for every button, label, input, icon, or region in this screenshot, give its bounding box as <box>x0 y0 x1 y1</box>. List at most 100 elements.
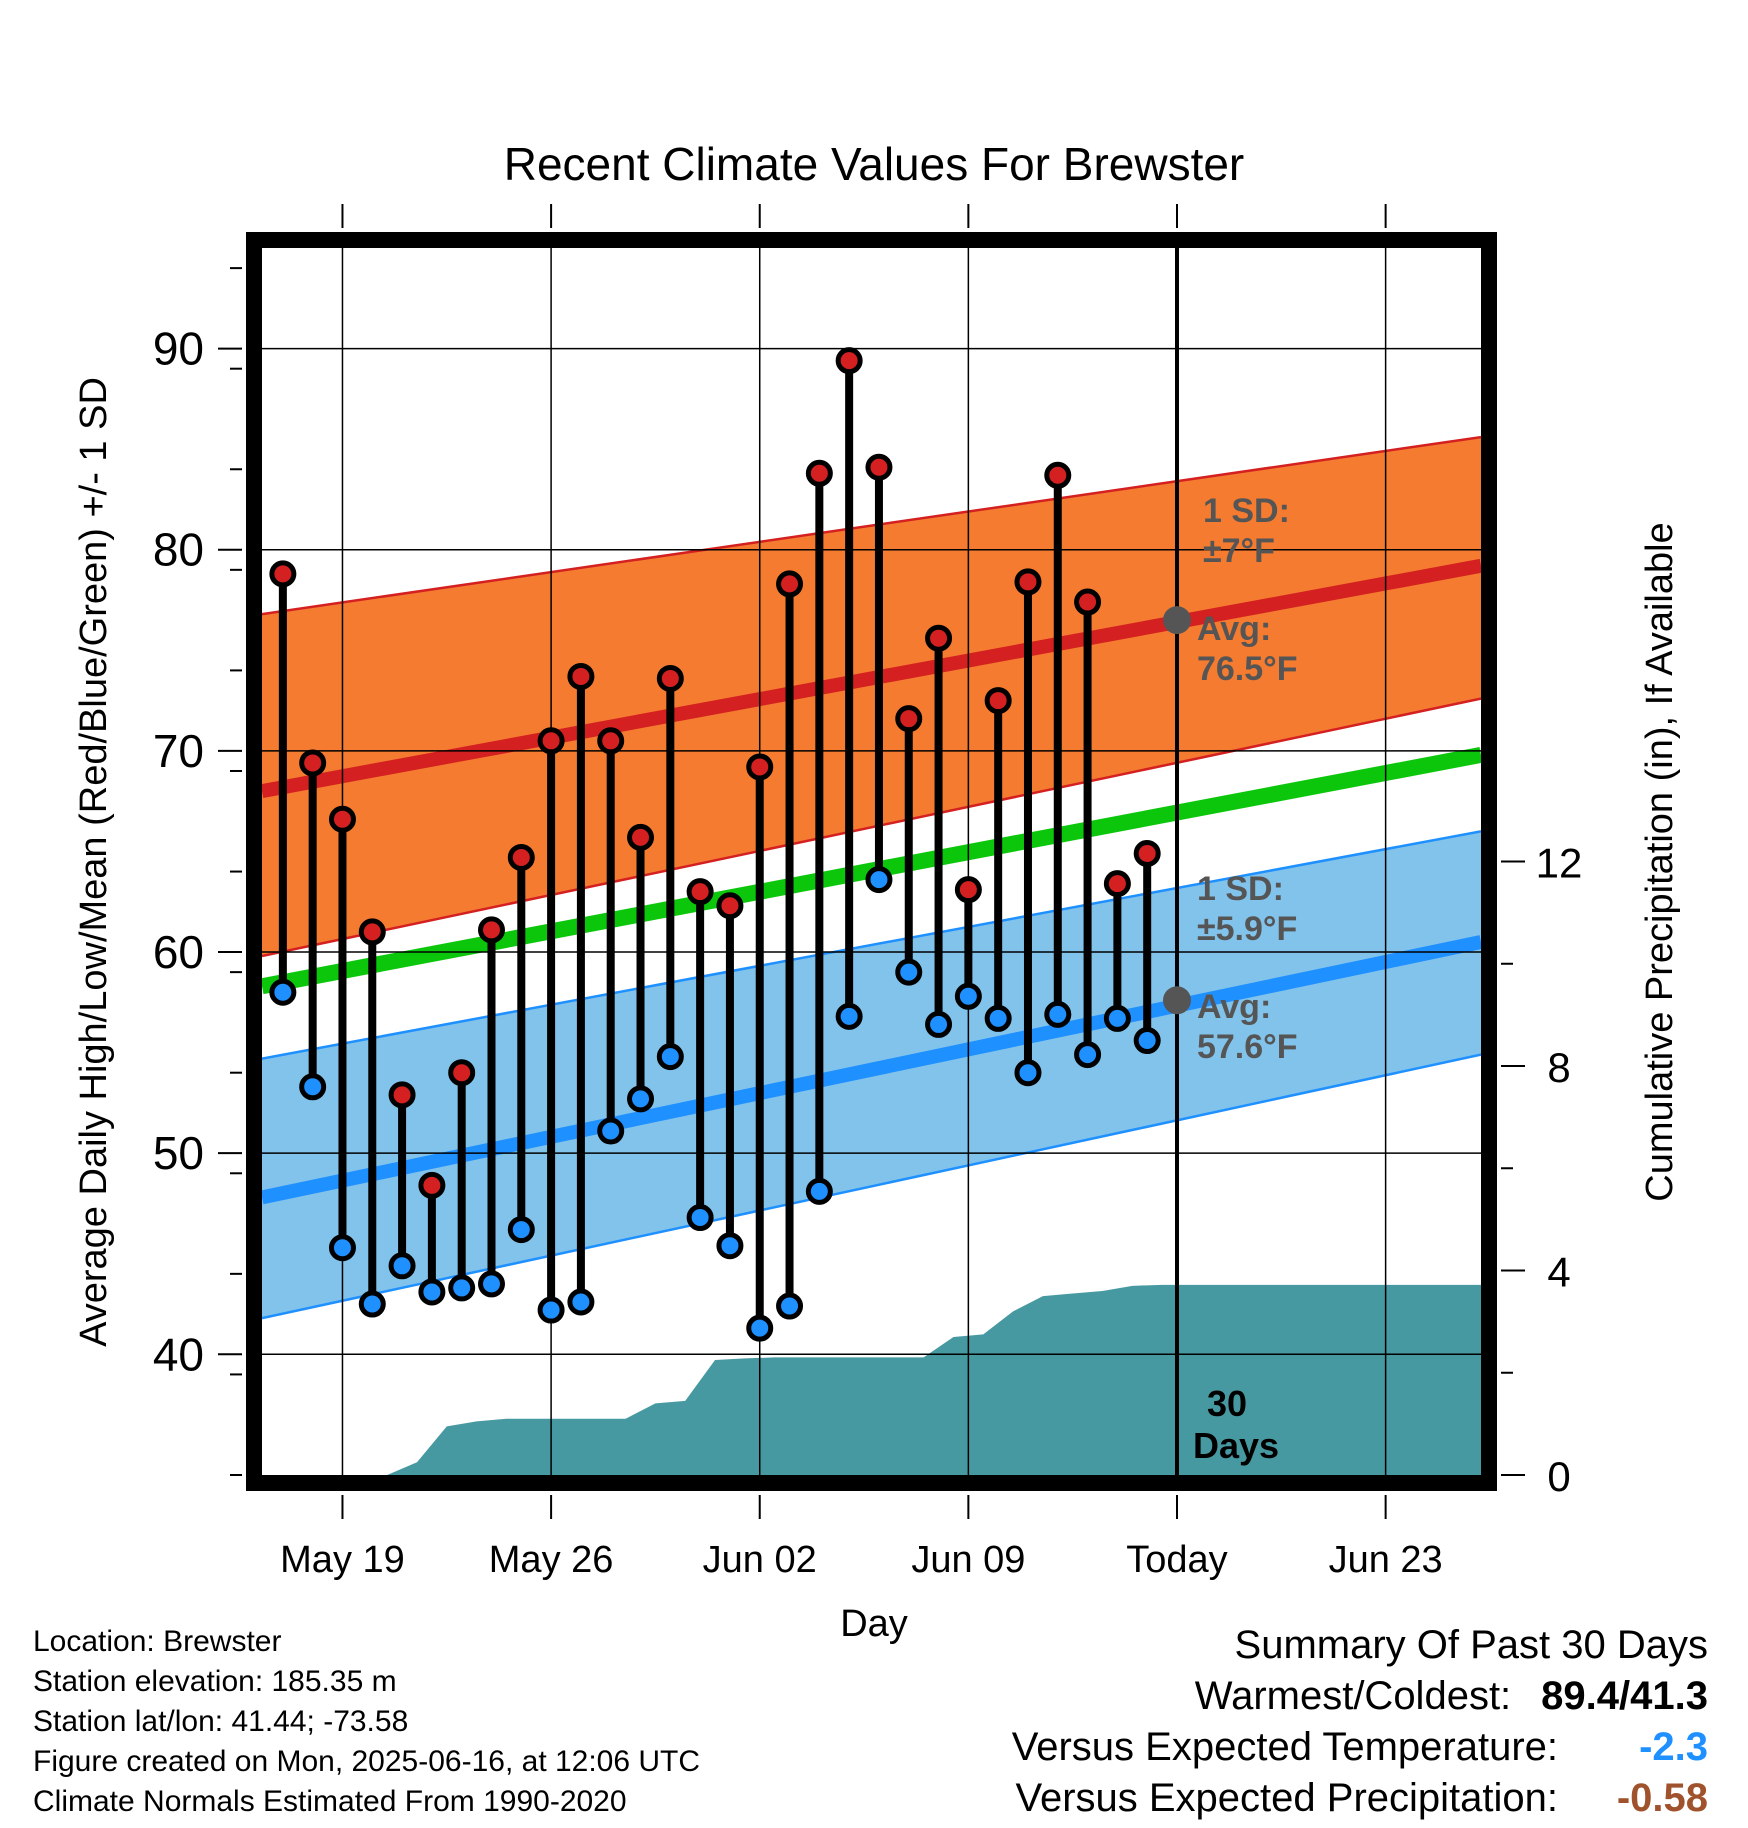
meta-latlon: Station lat/lon: 41.44; -73.58 <box>33 1705 409 1738</box>
high-point <box>537 727 565 755</box>
high-avg-annotation: 76.5°F <box>1197 650 1298 688</box>
y-axis-label: Average Daily High/Low/Mean (Red/Blue/Gr… <box>73 377 115 1347</box>
normal-high-line <box>262 558 1481 798</box>
high-point <box>358 918 386 946</box>
low-point <box>984 1004 1012 1032</box>
today-days-caption: Days <box>1193 1425 1279 1466</box>
low-point <box>477 1270 505 1298</box>
high-point <box>597 727 625 755</box>
high-point <box>1044 461 1072 489</box>
x-axis-label: Day <box>840 1603 908 1645</box>
low-point <box>954 982 982 1010</box>
low-sd-band-upper-edge <box>262 830 1481 1060</box>
precip-anomaly-value: -0.58 <box>1616 1776 1708 1820</box>
high-point <box>716 892 744 920</box>
y2-tick-label: 12 <box>1536 840 1583 887</box>
high-sd-band-upper-edge <box>262 435 1481 616</box>
meta-location: Location: Brewster <box>33 1625 282 1658</box>
low-point <box>358 1290 386 1318</box>
high-point <box>954 876 982 904</box>
y-tick-label: 50 <box>153 1127 204 1179</box>
high-point <box>925 624 953 652</box>
high-point <box>686 878 714 906</box>
low-point <box>448 1274 476 1302</box>
high-point <box>746 753 774 781</box>
precip-area <box>262 1284 1481 1475</box>
low-avg-annotation: Avg: <box>1197 988 1271 1026</box>
high-sd-annotation: ±7°F <box>1203 532 1275 570</box>
high-sd-band-lower-edge <box>262 697 1481 958</box>
today-low-avg-marker <box>1162 986 1191 1015</box>
x-tick-label: Jun 09 <box>911 1539 1025 1581</box>
x-tick-label: May 26 <box>489 1539 614 1581</box>
high-point <box>805 459 833 487</box>
temp-anomaly-value: -2.3 <box>1639 1725 1708 1769</box>
low-sd-annotation: ±5.9°F <box>1197 910 1297 948</box>
meta-created: Figure created on Mon, 2025-06-16, at 12… <box>33 1745 701 1778</box>
high-point <box>984 687 1012 715</box>
low-avg-annotation: 57.6°F <box>1197 1028 1298 1066</box>
y-tick-label: 80 <box>153 524 204 576</box>
low-point <box>1044 1000 1072 1028</box>
high-point <box>328 805 356 833</box>
low-point <box>507 1216 535 1244</box>
y2-tick-label: 8 <box>1547 1044 1570 1091</box>
warmest-coldest-label: Warmest/Coldest: <box>1194 1674 1512 1718</box>
high-point <box>388 1081 416 1109</box>
low-point <box>716 1232 744 1260</box>
low-point <box>746 1314 774 1342</box>
low-point <box>865 866 893 894</box>
y-tick-label: 90 <box>153 323 204 375</box>
warmest-coldest-value: 89.4/41.3 <box>1541 1674 1708 1718</box>
high-avg-annotation: Avg: <box>1197 610 1271 648</box>
high-point <box>1074 588 1102 616</box>
low-point <box>895 958 923 986</box>
low-point <box>835 1002 863 1030</box>
y2-tick-label: 4 <box>1547 1249 1570 1296</box>
high-point <box>835 347 863 375</box>
y-tick-label: 40 <box>153 1328 204 1380</box>
high-point <box>865 453 893 481</box>
high-point <box>477 916 505 944</box>
low-point <box>1014 1059 1042 1087</box>
low-point <box>1103 1004 1131 1032</box>
plot-frame <box>246 232 1497 1491</box>
high-point <box>448 1059 476 1087</box>
high-sd-annotation: 1 SD: <box>1203 492 1290 530</box>
x-tick-label: Jun 23 <box>1329 1539 1443 1581</box>
summary-warmest-coldest: Warmest/Coldest: 89.4/41.3 <box>1012 1671 1708 1722</box>
high-point <box>1103 870 1131 898</box>
low-point <box>627 1085 655 1113</box>
y2-tick-label: 0 <box>1547 1453 1570 1500</box>
y-tick-label: 60 <box>153 926 204 978</box>
high-point <box>1133 839 1161 867</box>
meta-normals: Climate Normals Estimated From 1990-2020 <box>33 1785 627 1818</box>
low-point <box>567 1288 595 1316</box>
low-point <box>269 978 297 1006</box>
summary-precipitation: Versus Expected Precipitation: -0.58 <box>1012 1773 1708 1824</box>
high-point <box>299 749 327 777</box>
high-point <box>269 560 297 588</box>
high-point <box>418 1171 446 1199</box>
summary-heading: Summary Of Past 30 Days <box>1234 1623 1708 1667</box>
low-point <box>418 1278 446 1306</box>
summary-temperature: Versus Expected Temperature: -2.3 <box>1012 1722 1708 1773</box>
y2-axis-label: Cumulative Precipitation (in), If Availa… <box>1639 522 1681 1201</box>
low-point <box>388 1252 416 1280</box>
low-point <box>776 1292 804 1320</box>
high-point <box>627 823 655 851</box>
summary-panel: Summary Of Past 30 Days Warmest/Coldest:… <box>1012 1620 1708 1824</box>
low-point <box>1074 1041 1102 1069</box>
chart-title: Recent Climate Values For Brewster <box>504 138 1245 190</box>
x-tick-label: May 19 <box>280 1539 405 1581</box>
high-point <box>776 570 804 598</box>
high-point <box>507 843 535 871</box>
low-point <box>656 1043 684 1071</box>
y-tick-label: 70 <box>153 725 204 777</box>
low-point <box>537 1296 565 1324</box>
today-days-caption: 30 <box>1207 1383 1247 1424</box>
low-point <box>925 1010 953 1038</box>
x-tick-label: Today <box>1126 1539 1227 1581</box>
